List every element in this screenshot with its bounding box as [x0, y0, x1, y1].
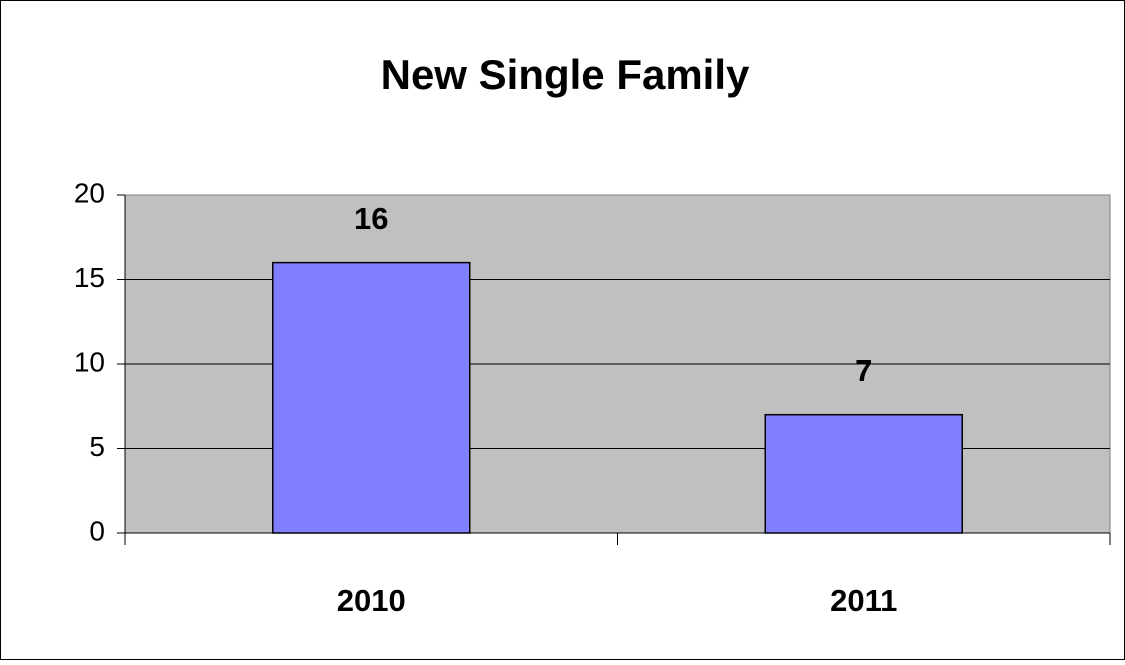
- chart-title: New Single Family: [381, 51, 750, 98]
- bar: [764, 413, 963, 534]
- y-tick-label: 20: [74, 177, 105, 208]
- data-label: 16: [354, 201, 388, 236]
- bar: [272, 261, 471, 534]
- x-tick-label: 2011: [830, 583, 897, 618]
- y-tick-label: 5: [89, 431, 105, 462]
- data-label: 7: [855, 353, 872, 388]
- x-tick-label: 2010: [337, 583, 406, 618]
- y-tick-label: 15: [74, 262, 105, 293]
- y-tick-label: 0: [89, 515, 105, 546]
- y-tick-label: 10: [74, 346, 105, 377]
